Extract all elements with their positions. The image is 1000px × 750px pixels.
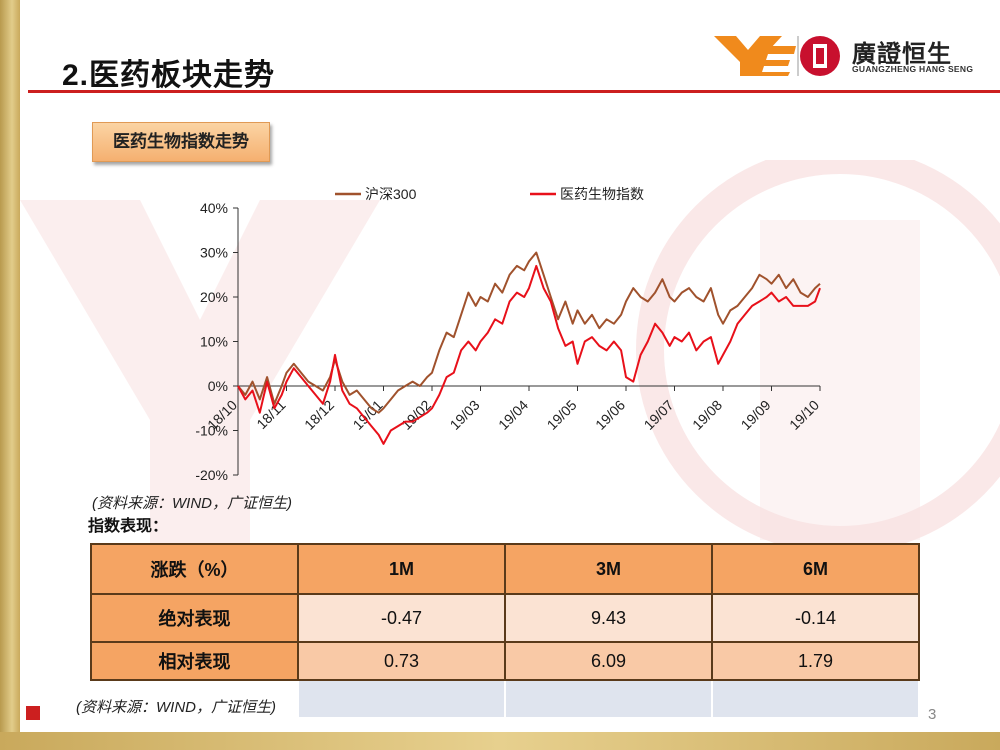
- x-tick-label: 19/04: [495, 397, 531, 433]
- table-row: 相对表现 0.73 6.09 1.79: [90, 641, 920, 681]
- y-tick-label: 30%: [200, 245, 228, 261]
- table-header-cell: 1M: [297, 543, 506, 595]
- x-tick-label: 19/06: [592, 397, 628, 433]
- logo-brand-en: GUANGZHENG HANG SENG: [852, 64, 974, 74]
- x-tick-label: 19/09: [738, 397, 774, 433]
- x-tick-label: 19/01: [350, 397, 386, 433]
- table-blank-cell: [90, 679, 299, 719]
- table-header-row: 涨跌（%） 1M 3M 6M: [90, 543, 920, 595]
- watermark-background: [20, 160, 1000, 580]
- performance-label: 指数表现：: [88, 518, 169, 535]
- x-tick-label: 19/03: [447, 397, 483, 433]
- x-tick-label: 18/11: [253, 397, 289, 433]
- company-logo: [714, 36, 840, 76]
- slide-title: 2.医药板块走势: [62, 59, 276, 92]
- table-blank-row: [90, 679, 920, 719]
- table-header-cell: 6M: [711, 543, 920, 595]
- y-tick-label: -20%: [195, 467, 228, 483]
- table-blank-cell: [504, 679, 713, 719]
- table-cell: -0.14: [711, 593, 920, 643]
- x-tick-label: 19/02: [398, 397, 434, 433]
- section-label-button: 医药生物指数走势: [92, 122, 270, 162]
- left-gold-strip: [0, 0, 20, 750]
- index-trend-chart: -20%-10%0%10%20%30%40%18/10 18/11 18/12 19/…: [195, 186, 822, 483]
- table-cell: 9.43: [504, 593, 713, 643]
- corner-red-square: [26, 706, 40, 720]
- logo-brand-cn: 廣證恒生: [852, 41, 952, 68]
- performance-table: 涨跌（%） 1M 3M 6M 绝对表现 -0.47 9.43 -0.14 相对表…: [90, 543, 920, 719]
- table-blank-cell: [297, 679, 506, 719]
- table-header-cell: 涨跌（%）: [90, 543, 299, 595]
- y-tick-label: 40%: [200, 200, 228, 216]
- x-tick-label: 19/08: [689, 397, 725, 433]
- table-blank-cell: [711, 679, 920, 719]
- page-number: 3: [928, 706, 937, 723]
- y-tick-label: 0%: [208, 378, 228, 394]
- table-cell: 6.09: [504, 641, 713, 681]
- x-tick-label: 19/10: [786, 397, 822, 433]
- x-tick-label: 19/07: [641, 397, 677, 433]
- table-cell: -0.47: [297, 593, 506, 643]
- chart-source-note: (资料来源：WIND，广证恒生): [92, 495, 292, 512]
- title-divider: [28, 90, 1000, 93]
- ye-logo-icon: [714, 36, 796, 76]
- y-tick-label: 20%: [200, 289, 228, 305]
- x-tick-label: 18/12: [301, 397, 337, 433]
- legend-label: 医药生物指数: [560, 186, 644, 202]
- table-cell: 0.73: [297, 641, 506, 681]
- table-header-cell: 3M: [504, 543, 713, 595]
- table-source-note: (资料来源：WIND，广证恒生): [76, 699, 276, 716]
- row-label: 相对表现: [90, 641, 299, 681]
- y-tick-label: -10%: [195, 423, 228, 439]
- table-row: 绝对表现 -0.47 9.43 -0.14: [90, 593, 920, 643]
- bottom-gold-bar: [0, 732, 1000, 750]
- x-tick-label: 19/05: [544, 397, 580, 433]
- table-cell: 1.79: [711, 641, 920, 681]
- seal-icon: [800, 36, 840, 76]
- row-label: 绝对表现: [90, 593, 299, 643]
- legend-label: 沪深300: [365, 186, 417, 202]
- series-line-1: [237, 264, 821, 445]
- y-tick-label: 10%: [200, 334, 228, 350]
